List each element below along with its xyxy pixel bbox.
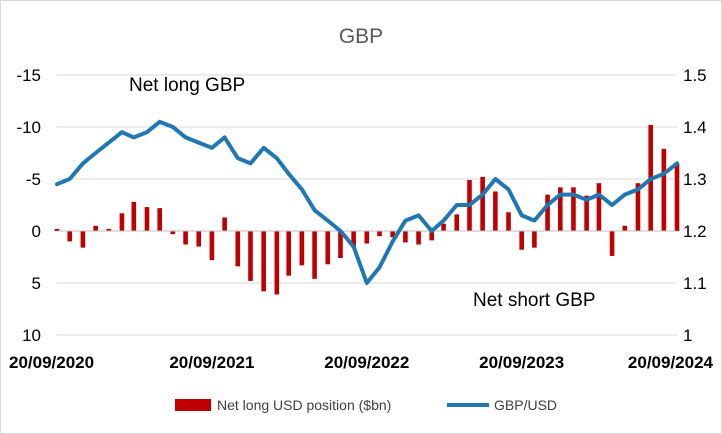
- right-tick-label: 1.5: [683, 66, 707, 85]
- bar: [286, 231, 292, 276]
- bar: [441, 223, 446, 231]
- bar: [106, 228, 112, 231]
- bar: [364, 231, 370, 244]
- bar: [157, 208, 162, 231]
- right-tick-label: 1: [683, 326, 692, 345]
- bar: [596, 183, 602, 231]
- x-axis: 20/09/2020 20/09/2021 20/09/2022 20/09/2023…: [9, 353, 714, 372]
- bar: [235, 231, 241, 267]
- bar: [274, 231, 280, 295]
- right-tick-label: 1.2: [683, 222, 707, 241]
- bar: [54, 228, 60, 231]
- legend: Net long USD position ($bn) GBP/USD: [175, 397, 557, 413]
- bar: [312, 231, 317, 279]
- left-tick-label: 0: [32, 222, 41, 241]
- bar: [390, 231, 395, 238]
- left-axis: -15 -10 -5 0 5 10: [16, 66, 41, 345]
- bar: [248, 231, 253, 281]
- bar: [571, 187, 576, 231]
- bar: [674, 163, 680, 231]
- line-series: [55, 119, 679, 285]
- bar: [338, 231, 343, 259]
- bar: [519, 231, 524, 250]
- bar: [622, 225, 628, 231]
- bar: [261, 231, 266, 292]
- right-axis: 1.5 1.4 1.3 1.2 1.1 1: [683, 66, 707, 345]
- legend-line-label: GBP/USD: [494, 397, 557, 413]
- annotation-net-short-gbp: Net short GBP: [473, 290, 596, 311]
- bar: [209, 231, 215, 261]
- bar-series: [54, 124, 680, 295]
- bar: [119, 213, 125, 231]
- gbpusd-line: [55, 119, 679, 285]
- bar: [222, 217, 227, 231]
- bar: [299, 231, 305, 266]
- bar: [325, 231, 331, 265]
- bar: [493, 191, 498, 231]
- chart-title: GBP: [339, 25, 383, 48]
- bar: [454, 214, 460, 231]
- bar: [557, 187, 563, 231]
- bar: [170, 231, 176, 235]
- x-tick-label: 20/09/2020: [9, 353, 94, 372]
- bar: [545, 194, 550, 231]
- x-tick-label: 20/09/2023: [479, 353, 564, 372]
- right-tick-label: 1.3: [683, 170, 707, 189]
- bar: [480, 176, 485, 231]
- left-tick-label: -5: [26, 170, 41, 189]
- x-tick-label: 20/09/2021: [169, 353, 254, 372]
- x-tick-label: 20/09/2022: [324, 353, 409, 372]
- bar: [429, 231, 435, 241]
- right-tick-label: 1.4: [683, 118, 707, 137]
- left-tick-label: 5: [32, 274, 41, 293]
- bar: [635, 183, 641, 231]
- bar: [661, 148, 667, 231]
- right-tick-label: 1.1: [683, 274, 707, 293]
- left-tick-label: -15: [16, 66, 41, 85]
- bar: [506, 212, 511, 231]
- bar: [584, 195, 589, 231]
- bar: [532, 231, 537, 248]
- bar: [609, 231, 615, 256]
- bar: [416, 231, 421, 245]
- annotation-net-long-gbp: Net long GBP: [129, 75, 245, 96]
- legend-bar-swatch: [175, 399, 211, 411]
- bar: [377, 231, 382, 237]
- bar: [144, 207, 150, 231]
- bar: [196, 231, 202, 247]
- bar: [403, 231, 408, 243]
- bar: [80, 231, 86, 248]
- legend-bar-label: Net long USD position ($bn): [217, 397, 391, 413]
- left-tick-label: -10: [16, 118, 41, 137]
- bar: [351, 231, 356, 248]
- bar: [183, 231, 188, 245]
- bar: [93, 225, 98, 231]
- x-tick-label: 20/09/2024: [628, 353, 714, 372]
- left-tick-label: 10: [22, 326, 41, 345]
- bar: [131, 201, 137, 231]
- bar: [67, 231, 73, 242]
